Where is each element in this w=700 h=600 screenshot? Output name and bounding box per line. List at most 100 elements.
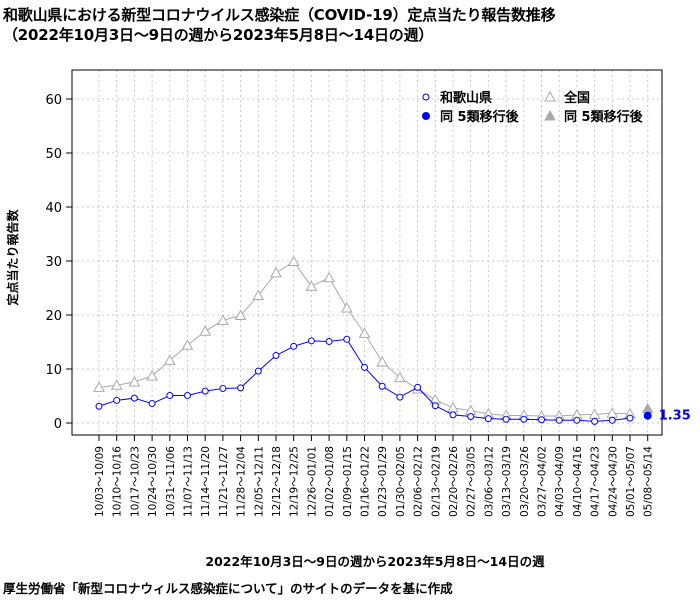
data-point — [414, 383, 422, 391]
x-tick-label: 10/10～10/16 — [112, 446, 124, 517]
x-tick-label: 04/24～04/30 — [607, 446, 619, 517]
x-tick-label: 11/07～11/13 — [183, 446, 195, 517]
data-point — [184, 391, 191, 399]
data-point — [219, 384, 227, 392]
x-tick-label: 11/21～11/27 — [218, 446, 230, 517]
x-tick-label: 02/27～03/05 — [466, 446, 478, 517]
x-tick-label: 02/20～02/26 — [448, 446, 460, 517]
data-point — [608, 416, 616, 424]
x-tick-label: 02/13～02/19 — [430, 446, 442, 517]
data-point — [128, 375, 141, 387]
x-tick-label: 04/03～04/09 — [554, 446, 566, 517]
data-point — [181, 339, 194, 350]
x-tick-label: 01/09～01/15 — [342, 446, 354, 517]
x-tick-label: 03/27～04/02 — [537, 446, 549, 517]
data-point — [643, 411, 652, 420]
x-tick-label: 01/30～02/05 — [395, 446, 407, 517]
x-tick-label: 12/19～12/25 — [289, 446, 301, 517]
x-tick-label: 04/10～04/16 — [572, 446, 584, 517]
plot-frame — [71, 69, 663, 436]
source-note: 厚生労働省「新型コロナウィルス感染症について」のサイトのデータを基に作成 — [3, 581, 453, 596]
y-axis-label: 定点当たり報告数 — [5, 209, 20, 306]
x-tick-label: 05/01～05/07 — [625, 446, 637, 517]
x-tick-label: 12/26～01/01 — [306, 446, 318, 517]
legend-marker — [422, 93, 430, 101]
data-point — [376, 355, 389, 367]
x-tick-label: 03/20～03/26 — [519, 446, 531, 517]
data-point — [431, 402, 439, 410]
data-point — [502, 415, 510, 423]
legend-marker — [544, 109, 556, 121]
x-axis-label: 2022年10月3日～9日の週から2023年5月8日～14日の週 — [205, 554, 545, 569]
x-tick-label: 03/06～03/12 — [483, 446, 495, 517]
data-point — [641, 402, 654, 414]
x-tick-label: 03/13～03/19 — [501, 446, 513, 517]
data-point — [148, 400, 156, 408]
series-line — [98, 260, 631, 417]
data-point — [95, 402, 103, 410]
data-point — [254, 367, 262, 375]
y-tick-label: 10 — [45, 363, 62, 378]
legend-marker — [544, 90, 556, 102]
legend-label: 全国 — [563, 90, 590, 106]
data-point — [573, 416, 581, 424]
data-point — [394, 371, 406, 383]
data-point — [626, 414, 634, 422]
data-point — [93, 381, 105, 392]
data-point — [272, 352, 280, 359]
x-tick-label: 12/12～12/18 — [271, 446, 283, 517]
data-point — [234, 309, 247, 321]
data-point — [447, 401, 459, 413]
data-point — [163, 354, 176, 365]
x-tick-label: 11/14～11/20 — [200, 446, 212, 517]
data-point — [201, 387, 209, 395]
legend-marker — [422, 112, 430, 120]
data-point — [323, 271, 335, 283]
legend-label: 同 5類移行後 — [440, 109, 520, 125]
data-point — [217, 314, 229, 325]
data-point — [325, 337, 333, 345]
data-point — [307, 337, 315, 345]
data-point — [396, 393, 404, 401]
data-point — [199, 325, 212, 336]
y-tick-label: 60 — [45, 93, 62, 108]
data-point — [270, 266, 282, 278]
data-point — [290, 342, 298, 350]
data-point — [340, 301, 353, 313]
data-point — [484, 415, 492, 423]
data-point — [146, 369, 158, 381]
legend-label: 同 5類移行後 — [564, 109, 644, 125]
x-tick-label: 01/23～01/29 — [377, 446, 389, 517]
data-point — [110, 379, 123, 390]
data-point — [237, 384, 245, 392]
y-tick-label: 0 — [54, 417, 62, 432]
x-tick-label: 11/28～12/04 — [236, 446, 248, 517]
y-tick-label: 20 — [45, 309, 62, 324]
data-point — [252, 289, 265, 301]
x-tick-label: 04/17～04/23 — [590, 446, 602, 517]
data-point — [361, 363, 368, 371]
data-point — [343, 335, 351, 343]
data-point — [305, 280, 318, 291]
data-point — [130, 394, 138, 402]
x-tick-label: 02/06～02/12 — [413, 446, 425, 517]
data-point — [113, 396, 121, 404]
y-tick-label: 50 — [45, 147, 62, 162]
data-point — [378, 382, 386, 390]
x-tick-label: 01/16～01/22 — [360, 446, 372, 517]
x-tick-label: 10/31～11/06 — [165, 446, 177, 517]
x-tick-label: 10/24～10/30 — [147, 446, 159, 517]
y-tick-label: 40 — [45, 201, 62, 216]
data-point — [358, 327, 371, 338]
y-tick-label: 30 — [45, 255, 62, 270]
x-tick-label: 10/17～10/23 — [129, 446, 141, 517]
x-tick-label: 10/03～10/09 — [94, 446, 106, 517]
data-point — [520, 415, 528, 423]
data-point — [449, 411, 457, 419]
chart-subtitle: （2022年10月3日～9日の週から2023年5月8日～14日の週） — [3, 26, 434, 44]
data-point — [591, 417, 599, 425]
x-tick-label: 05/08～05/14 — [643, 446, 655, 517]
data-point — [538, 416, 545, 424]
x-tick-label: 12/05～12/11 — [253, 446, 265, 517]
